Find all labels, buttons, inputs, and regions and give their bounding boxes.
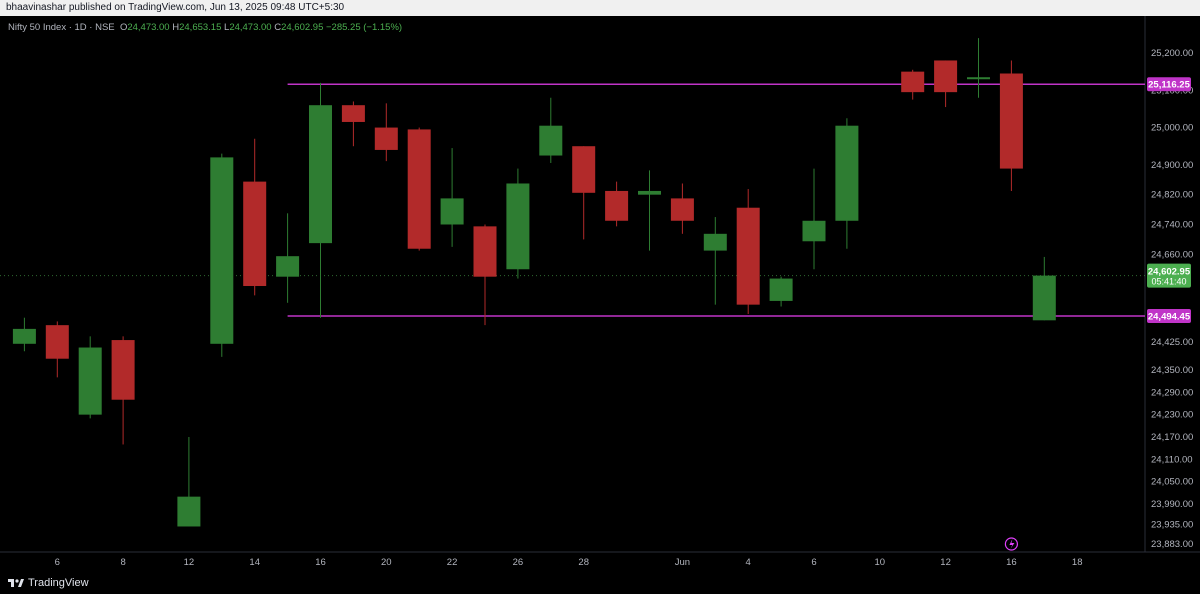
price-tick-label: 23,990.00 xyxy=(1151,499,1193,510)
level-price-tag xyxy=(1147,309,1191,324)
time-tick-label: 12 xyxy=(184,557,195,568)
time-tick-label: Jun xyxy=(675,557,690,568)
candle-body-up xyxy=(78,347,102,415)
price-tick-label: 24,425.00 xyxy=(1151,337,1193,348)
legend-open-key: O xyxy=(119,22,128,33)
footer-brand: TradingView xyxy=(28,577,89,589)
candle-body-up xyxy=(12,328,36,344)
last-price-label: 24,602.95 xyxy=(1148,267,1191,278)
candle-body-down xyxy=(901,71,925,93)
price-tick-label: 24,820.00 xyxy=(1151,190,1193,201)
time-tick-label: 10 xyxy=(875,557,886,568)
price-tick-label: 24,230.00 xyxy=(1151,410,1193,421)
last-price-tag xyxy=(1147,263,1191,288)
time-tick-label: 20 xyxy=(381,557,392,568)
candle-body-down xyxy=(341,105,365,122)
candle-body-up xyxy=(1032,275,1056,321)
time-tick-label: 8 xyxy=(120,557,125,568)
candle-body-down xyxy=(45,325,69,359)
legend-close: 24,602.95 xyxy=(281,22,324,33)
candle-body-down xyxy=(243,181,267,287)
price-tick-label: 24,740.00 xyxy=(1151,219,1193,230)
price-tick-label: 25,000.00 xyxy=(1151,123,1193,134)
candle-body-down xyxy=(111,340,135,400)
tradingview-logo[interactable]: TradingView xyxy=(8,577,89,589)
legend-symbol[interactable]: Nifty 50 Index · 1D · NSE xyxy=(8,22,115,33)
time-tick-label: 22 xyxy=(447,557,458,568)
price-tick-label: 25,200.00 xyxy=(1151,48,1193,59)
price-tick-label: 24,050.00 xyxy=(1151,477,1193,488)
time-tick-label: 16 xyxy=(315,557,326,568)
candle-body-up xyxy=(638,190,661,195)
price-tick-label: 24,660.00 xyxy=(1151,249,1193,260)
lightning-bolt-icon xyxy=(1009,539,1015,549)
candle-body-up xyxy=(506,183,530,270)
candle-body-up xyxy=(309,105,332,244)
tradingview-logo-icon xyxy=(8,579,24,587)
candle-body-up xyxy=(703,233,727,251)
legend-open: 24,473.00 xyxy=(127,22,170,33)
candle-body-up xyxy=(769,278,793,301)
time-tick-label: 26 xyxy=(513,557,524,568)
levels-layer xyxy=(0,83,1145,317)
price-tick-label: 24,290.00 xyxy=(1151,387,1193,398)
time-tick-label: 6 xyxy=(811,557,816,568)
candles-layer xyxy=(12,38,1056,527)
candle-body-up xyxy=(276,256,300,277)
grid-layer xyxy=(0,16,1200,553)
published-bar: bhaavinashar published on TradingView.co… xyxy=(0,0,1200,16)
time-tick-label: 14 xyxy=(249,557,260,568)
candle-body-down xyxy=(999,73,1023,169)
lightning-icon xyxy=(1004,537,1019,551)
time-tick-label: 4 xyxy=(746,557,751,568)
price-tick-label: 23,935.00 xyxy=(1151,520,1193,531)
price-tick-label: 24,110.00 xyxy=(1151,454,1193,465)
candle-body-up xyxy=(440,198,464,225)
candle-body-up xyxy=(539,125,563,156)
candle-body-down xyxy=(473,226,497,277)
candle-body-down xyxy=(572,146,596,193)
footer xyxy=(0,572,1200,594)
candle-body-down xyxy=(374,127,398,150)
published-text: bhaavinashar published on TradingView.co… xyxy=(6,2,345,13)
legend-low: 24,473.00 xyxy=(229,22,272,33)
time-tick-label: 28 xyxy=(578,557,589,568)
candle-body-down xyxy=(934,60,958,93)
price-tick-label: 24,350.00 xyxy=(1151,365,1193,376)
candle-body-up xyxy=(177,496,201,527)
legend-change: −285.25 (−1.15%) xyxy=(326,22,403,33)
time-axis: 6 8 12 14 16 20 22 26 28 Jun 4 6 10 12 16 18 xyxy=(55,557,1083,568)
level-price-label: 25,116.25 xyxy=(1148,80,1190,91)
candle-body-up xyxy=(835,125,859,221)
symbol-legend: Nifty 50 Index · 1D · NSE O24,473.00 H24… xyxy=(8,22,402,33)
legend-high: 24,653.15 xyxy=(179,22,222,33)
price-tick-label: 24,170.00 xyxy=(1151,432,1193,443)
candle-body-down xyxy=(407,129,431,249)
candle-body-down xyxy=(736,207,760,305)
legend-high-key: H xyxy=(172,22,180,33)
countdown-label: 05:41:40 xyxy=(1151,277,1186,287)
price-axis: 25,200.0025,100.0025,000.0024,900.0024,8… xyxy=(1151,48,1193,550)
time-tick-label: 16 xyxy=(1006,557,1017,568)
level-price-tag xyxy=(1147,77,1191,92)
candle-body-down xyxy=(670,198,694,221)
time-tick-label: 18 xyxy=(1072,557,1083,568)
time-tick-label: 12 xyxy=(940,557,951,568)
time-tick-label: 6 xyxy=(55,557,60,568)
candle-body-up xyxy=(802,220,826,242)
level-price-label: 24,494.45 xyxy=(1148,312,1191,323)
candle-body-up xyxy=(210,157,234,344)
legend-low-key: L xyxy=(224,22,230,33)
price-tick-label: 24,900.00 xyxy=(1151,160,1193,171)
legend-close-key: C xyxy=(274,22,282,33)
candle-body-down xyxy=(605,190,629,221)
candle-body-up xyxy=(967,77,990,80)
price-tick-label: 23,883.00 xyxy=(1151,539,1193,550)
